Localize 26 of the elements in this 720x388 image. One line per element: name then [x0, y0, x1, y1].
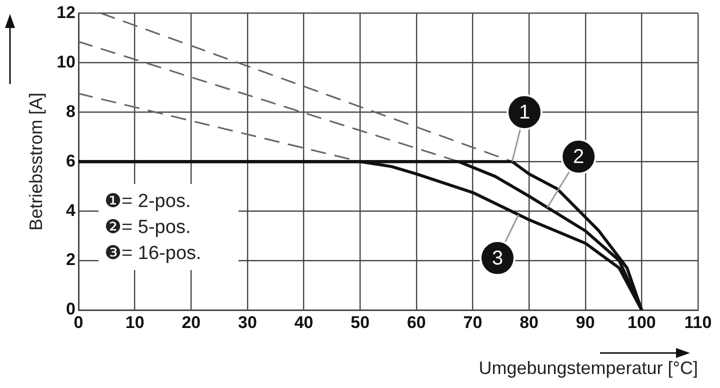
- annotation: ❶= 2-pos.: [104, 191, 191, 212]
- y-tick-label: 8: [66, 102, 76, 121]
- x-tick-label: 90: [576, 312, 595, 332]
- y-tick-label: 6: [66, 151, 76, 170]
- x-tick-label: 20: [182, 312, 201, 332]
- x-tick-label: 110: [684, 312, 712, 332]
- x-tick-label: 100: [627, 312, 656, 332]
- x-tick-label: 10: [125, 312, 144, 332]
- annotation: ❷= 5-pos.: [104, 217, 191, 238]
- annotation: 3: [492, 248, 504, 270]
- x-tick-label: 30: [238, 312, 257, 332]
- x-tick-label: 60: [406, 312, 426, 332]
- x-tick-label: 70: [463, 312, 482, 332]
- y-tick-label: 2: [66, 250, 76, 270]
- x-tick-label: 50: [350, 312, 370, 332]
- y-axis-title: Betriebsstrom [A]: [26, 92, 46, 231]
- x-tick-label: 80: [520, 312, 539, 332]
- x-tick-label: 40: [294, 312, 314, 332]
- y-tick-label: 10: [56, 52, 76, 72]
- y-tick-label: 4: [66, 200, 76, 220]
- y-tick-label: 0: [66, 300, 76, 319]
- x-axis-title: Umgebungstemperatur [°C]: [478, 358, 698, 378]
- annotation: 1: [518, 102, 530, 124]
- annotation: ❸= 16-pos.: [104, 243, 202, 264]
- y-tick-label: 12: [56, 2, 76, 22]
- annotation: 2: [573, 146, 584, 168]
